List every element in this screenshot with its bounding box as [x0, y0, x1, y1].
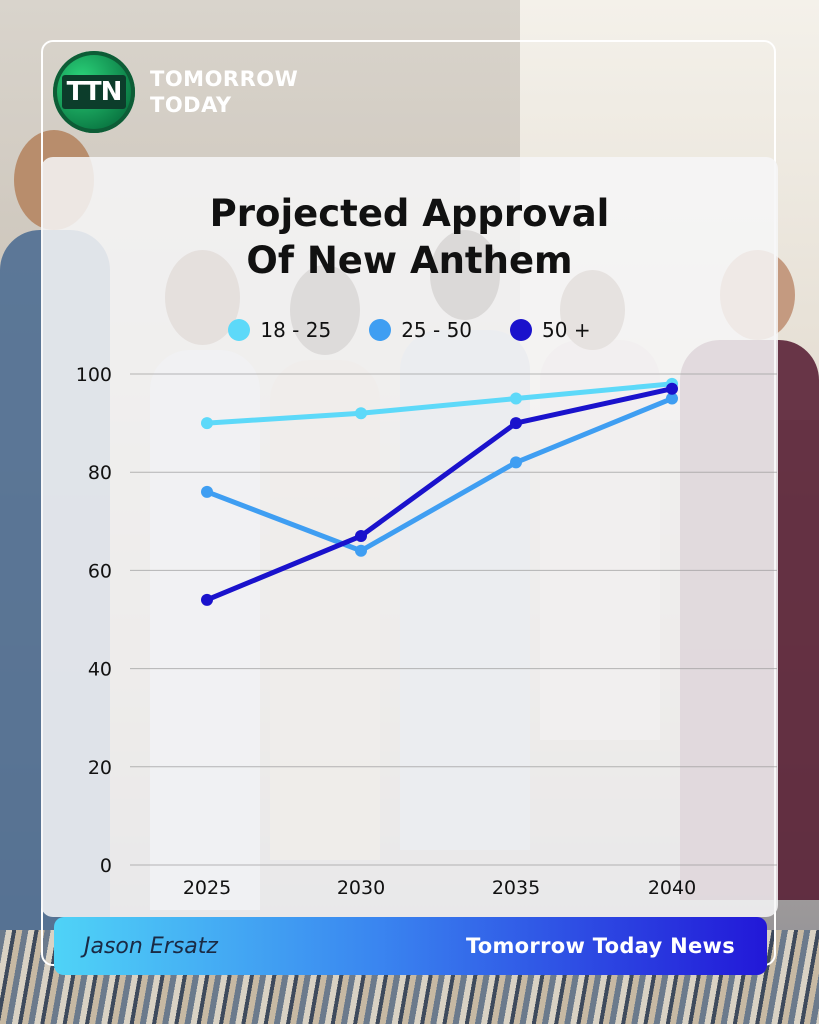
chart-title-line1: Projected Approval	[209, 192, 610, 235]
data-point	[355, 544, 367, 557]
legend-item: 25 - 50	[369, 318, 472, 342]
y-tick-label: 100	[76, 364, 112, 386]
chart-title-line2: Of New Anthem	[246, 239, 573, 282]
legend-item: 18 - 25	[228, 318, 331, 342]
chart-title: Projected Approval Of New Anthem	[41, 190, 778, 284]
brand-name: TOMORROW TODAY	[150, 66, 298, 118]
x-tick-label: 2025	[183, 877, 231, 899]
data-point	[201, 485, 213, 498]
logo-text: TTN	[61, 75, 127, 109]
y-tick-label: 80	[88, 462, 112, 484]
x-tick-label: 2035	[492, 877, 540, 899]
x-tick-label: 2030	[337, 877, 385, 899]
chart-panel	[41, 157, 778, 917]
brand-logo: TTN	[53, 51, 135, 133]
data-point	[510, 417, 522, 430]
legend-item: 50 +	[510, 318, 591, 342]
series-line	[204, 381, 675, 426]
legend-dot	[369, 319, 392, 341]
source-name: Tomorrow Today News	[465, 934, 735, 958]
legend-label: 50 +	[542, 318, 591, 342]
data-point	[510, 456, 522, 469]
y-tick-label: 40	[88, 659, 112, 681]
data-point	[201, 593, 213, 606]
data-point	[666, 382, 678, 395]
legend-dot	[510, 319, 533, 341]
y-tick-label: 0	[100, 855, 112, 877]
y-tick-label: 20	[88, 757, 112, 779]
legend-label: 25 - 50	[401, 318, 473, 342]
y-tick-label: 60	[88, 560, 112, 582]
brand-name-line2: TODAY	[150, 93, 232, 117]
brand-name-line1: TOMORROW	[150, 67, 299, 91]
author-name: Jason Ersatz	[84, 933, 218, 959]
series-line	[204, 386, 675, 603]
legend-dot	[228, 319, 251, 341]
data-point	[355, 407, 367, 420]
data-point	[510, 392, 522, 405]
data-point	[201, 417, 213, 430]
series-line	[204, 396, 675, 554]
data-point	[355, 530, 367, 543]
chart-legend: 18 - 25 25 - 50 50 +	[0, 318, 819, 342]
data-point	[666, 392, 678, 405]
footer-bar: Jason Ersatz Tomorrow Today News	[54, 917, 767, 975]
legend-label: 18 - 25	[260, 318, 332, 342]
x-tick-label: 2040	[648, 877, 696, 899]
